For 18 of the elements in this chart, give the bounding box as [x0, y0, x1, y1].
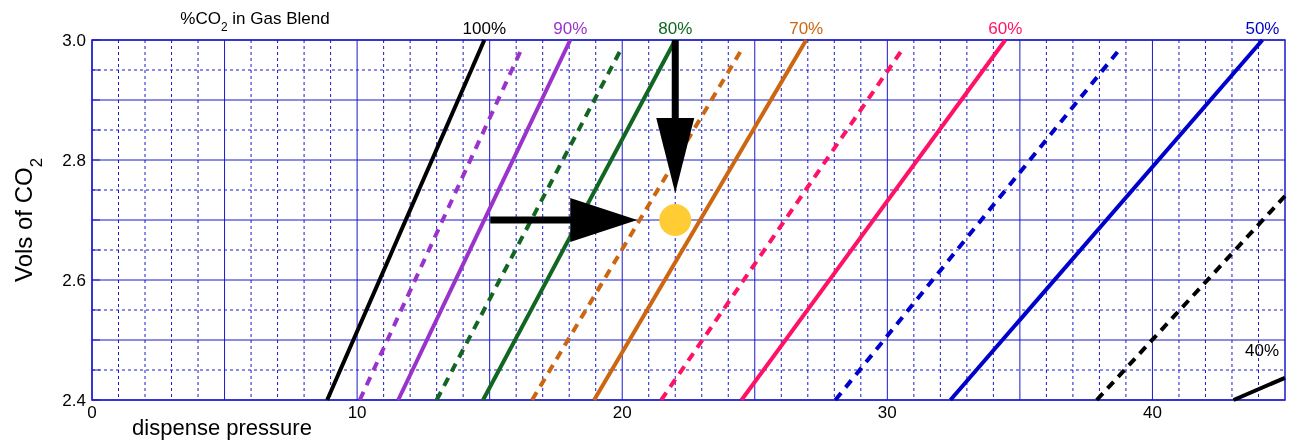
series-label: 70%	[789, 19, 824, 38]
series-label: 100%	[462, 19, 507, 38]
x-tick-label: 0	[87, 403, 97, 422]
series-label: 90%	[553, 19, 588, 38]
x-tick-label: 20	[612, 403, 632, 422]
x-tick-label: 10	[347, 403, 367, 422]
y-tick-label: 2.6	[62, 270, 86, 290]
chart-title: %CO$_{2}$ in Gas Blend	[180, 9, 330, 34]
series-label: 60%	[988, 19, 1023, 38]
series-label: 80%	[658, 19, 693, 38]
x-axis-title: dispense pressure	[132, 415, 312, 440]
series-label: 40%	[1244, 340, 1279, 360]
x-tick-label: 30	[877, 403, 897, 422]
series-label: 50%	[1245, 19, 1280, 38]
x-tick-label: 40	[1142, 403, 1162, 422]
y-tick-label: 2.8	[62, 150, 86, 170]
y-tick-label: 2.4	[62, 390, 86, 410]
y-tick-label: 3.0	[62, 30, 86, 50]
